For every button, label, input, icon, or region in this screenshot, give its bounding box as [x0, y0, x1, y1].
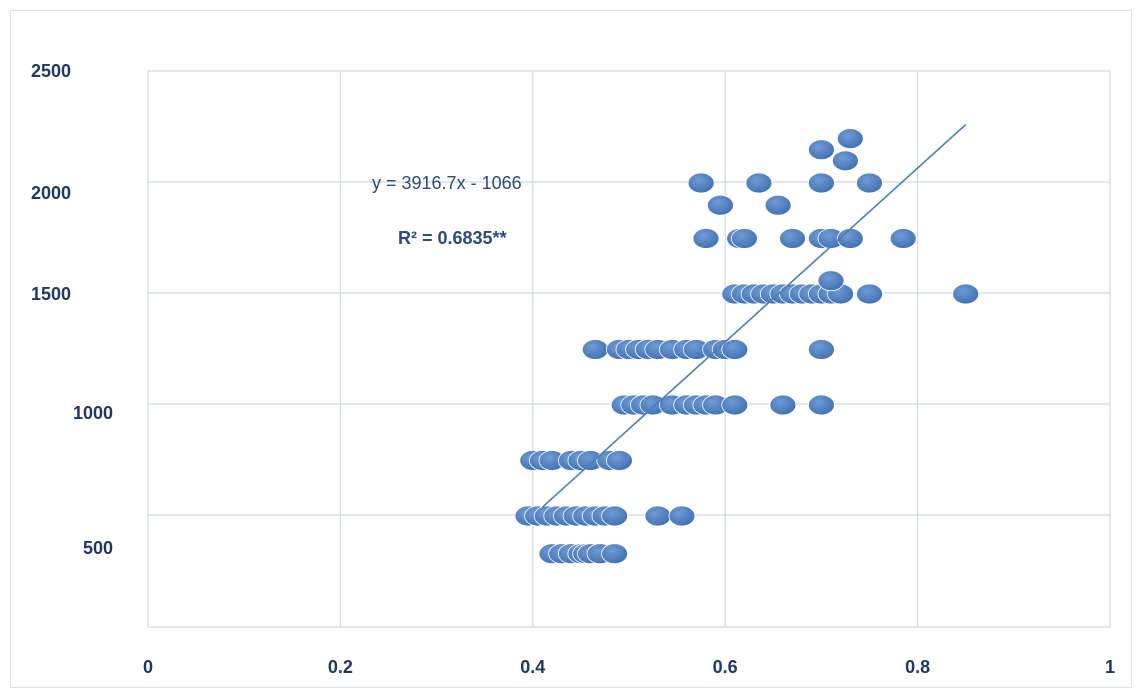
x-tick-label: 0.6 [713, 657, 738, 677]
x-tick-label: 0.2 [328, 657, 353, 677]
data-point [668, 505, 696, 527]
data-point [856, 172, 883, 194]
trendline-group [541, 124, 967, 508]
y-tick-label: 1000 [73, 403, 113, 423]
y-tick-label: 1500 [31, 284, 71, 304]
data-point [601, 505, 628, 527]
data-point [889, 228, 917, 249]
data-point [808, 172, 835, 194]
data-point [707, 194, 734, 216]
chart-frame [10, 10, 1132, 688]
data-point [644, 505, 672, 527]
data-point [832, 150, 859, 172]
data-point [687, 172, 715, 194]
data-point [769, 394, 797, 416]
data-point [817, 270, 845, 292]
data-point [601, 543, 628, 565]
data-point [836, 228, 864, 249]
x-tick-label: 0.4 [520, 657, 545, 677]
data-point [779, 228, 806, 249]
data-point [836, 128, 864, 150]
data-point [764, 194, 792, 216]
data-point [581, 339, 609, 360]
y-tick-label: 500 [83, 538, 113, 558]
y-tick-label: 2000 [31, 183, 71, 203]
x-axis-ticks: 0 0.2 0.4 0.6 0.8 1 [143, 657, 1115, 677]
trendline-equation: y = 3916.7x - 1066 [372, 173, 522, 193]
data-point [606, 450, 633, 471]
data-points [514, 128, 980, 565]
x-tick-label: 0 [143, 657, 153, 677]
data-point [856, 283, 883, 305]
data-point [692, 228, 720, 249]
data-point [745, 172, 773, 194]
data-point [808, 394, 835, 416]
data-point [731, 228, 758, 249]
data-point [808, 139, 835, 161]
trendline [541, 124, 967, 508]
data-point [808, 339, 835, 360]
y-axis-ticks: 500 1000 1500 2000 2500 [31, 61, 113, 558]
x-tick-label: 1 [1105, 657, 1115, 677]
data-point [721, 394, 749, 416]
x-tick-label: 0.8 [905, 657, 930, 677]
data-point [952, 283, 980, 305]
r-squared-label: R² = 0.6835** [398, 228, 507, 248]
data-point [721, 339, 749, 360]
y-tick-label: 2500 [31, 61, 71, 81]
